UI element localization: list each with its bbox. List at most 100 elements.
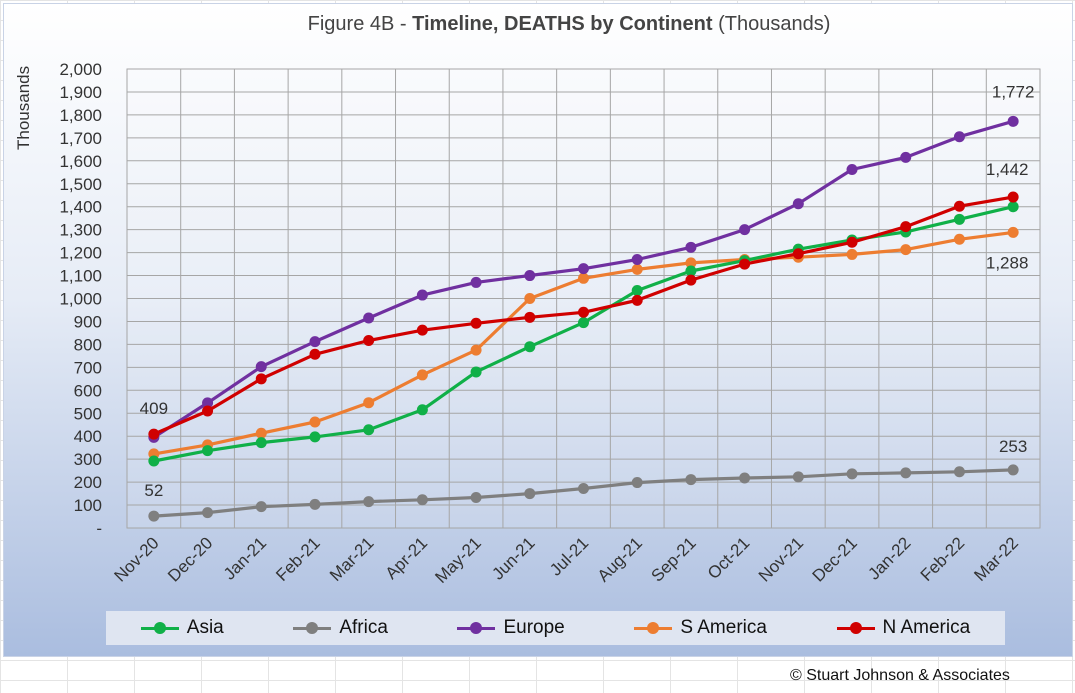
data-point-n-america: [309, 348, 321, 360]
legend-label-asia: Asia: [186, 617, 224, 638]
data-point-asia: [148, 455, 160, 467]
y-tick-label: 100: [74, 496, 102, 515]
y-tick-label: 300: [74, 450, 102, 469]
data-point-europe: [578, 263, 589, 275]
y-tick-label: 1,300: [59, 221, 102, 240]
legend-swatch-europe: [457, 622, 496, 634]
x-tick-label: Jan-22: [864, 533, 914, 583]
data-point-asia: [953, 213, 965, 225]
data-point-n-america: [363, 334, 375, 346]
legend-item-europe[interactable]: Europe: [457, 617, 565, 639]
data-point-s-america: [470, 344, 482, 356]
data-point-n-america: [631, 294, 643, 306]
data-point-asia: [363, 424, 375, 436]
data-point-n-america: [900, 221, 912, 233]
data-point-europe: [309, 336, 321, 348]
data-point-asia: [416, 404, 428, 416]
data-point-n-america: [846, 236, 858, 248]
data-label-s-america: 1,288: [986, 253, 1029, 272]
data-point-s-america: [953, 233, 965, 245]
data-point-n-america: [148, 428, 160, 440]
data-point-europe: [202, 397, 214, 409]
data-point-s-america: [846, 248, 858, 260]
data-point-africa: [416, 494, 428, 506]
data-point-s-america: [524, 293, 536, 304]
x-tick-label: Jul-21: [546, 533, 592, 579]
data-point-africa: [739, 472, 751, 484]
data-point-asia: [255, 437, 267, 449]
x-tick-label: Feb-21: [272, 533, 324, 585]
data-point-n-america: [202, 405, 214, 417]
data-point-europe: [1007, 115, 1019, 127]
chart-area[interactable]: [3, 3, 1073, 657]
x-tick-label: Feb-22: [917, 533, 969, 585]
data-point-asia: [685, 265, 697, 277]
data-point-s-america: [578, 272, 589, 284]
data-point-africa: [309, 498, 321, 510]
x-tick-label: Jan-21: [220, 533, 270, 583]
data-point-africa: [148, 510, 160, 522]
data-point-africa: [363, 496, 375, 508]
data-point-n-america: [470, 317, 482, 329]
y-tick-label: 900: [74, 312, 102, 331]
data-point-s-america: [631, 263, 643, 275]
chart-title: Figure 4B - Timeline, DEATHS by Continen…: [307, 13, 831, 35]
data-point-africa: [900, 467, 912, 479]
data-point-europe: [953, 131, 965, 143]
y-tick-label: 1,700: [59, 129, 102, 148]
y-tick-label: 1,800: [59, 106, 102, 125]
y-tick-label: 500: [74, 404, 102, 423]
y-tick-label: 1,400: [59, 198, 102, 217]
data-point-n-america: [953, 200, 965, 212]
data-point-africa: [202, 507, 214, 519]
data-point-n-america: [416, 324, 428, 336]
y-tick-label: 1,900: [59, 83, 102, 102]
chart-legend[interactable]: Asia Africa Europe S America N America: [106, 611, 1005, 645]
data-point-europe: [739, 224, 751, 236]
x-tick-label: Nov-20: [110, 533, 162, 585]
y-tick-label: 200: [74, 473, 102, 492]
data-point-africa: [470, 491, 482, 503]
legend-item-n-america[interactable]: N America: [836, 617, 971, 639]
data-point-n-america: [1007, 191, 1019, 203]
data-point-asia: [1007, 201, 1019, 213]
data-point-africa: [846, 468, 858, 480]
x-tick-label: May-21: [431, 533, 485, 587]
legend-label-s-america: S America: [680, 617, 767, 638]
legend-swatch-n-america: [836, 622, 875, 634]
data-label-n-america: 1,442: [986, 160, 1029, 179]
data-point-europe: [631, 253, 643, 265]
y-tick-label: 400: [74, 427, 102, 446]
data-point-africa: [792, 471, 804, 483]
legend-item-asia[interactable]: Asia: [140, 617, 224, 639]
data-point-asia: [470, 366, 482, 378]
data-point-europe: [255, 361, 267, 373]
data-point-n-america: [685, 274, 697, 286]
data-point-europe: [363, 312, 375, 324]
x-tick-label: Jun-21: [488, 533, 538, 583]
data-point-asia: [309, 431, 321, 443]
data-point-n-america: [578, 306, 589, 318]
data-point-europe: [792, 198, 804, 210]
legend-swatch-asia: [140, 622, 179, 634]
y-tick-label: -: [96, 519, 102, 538]
x-tick-label: Mar-21: [326, 533, 378, 585]
data-point-africa: [631, 477, 643, 489]
x-tick-label: Nov-21: [755, 533, 807, 585]
x-tick-label: Oct-21: [704, 533, 754, 583]
legend-label-europe: Europe: [503, 617, 565, 638]
y-tick-label: 1,200: [59, 244, 102, 263]
x-tick-label: Aug-21: [594, 533, 646, 585]
legend-swatch-s-america: [634, 622, 673, 634]
legend-item-s-america[interactable]: S America: [634, 617, 767, 639]
legend-label-n-america: N America: [882, 617, 971, 638]
x-tick-label: Dec-20: [164, 533, 216, 585]
data-point-asia: [578, 317, 589, 329]
legend-swatch-africa: [293, 622, 332, 634]
x-tick-label: Sep-21: [648, 533, 700, 585]
data-point-n-america: [255, 373, 267, 385]
legend-item-africa[interactable]: Africa: [293, 617, 388, 639]
y-tick-label: 600: [74, 381, 102, 400]
data-point-n-america: [792, 248, 804, 260]
